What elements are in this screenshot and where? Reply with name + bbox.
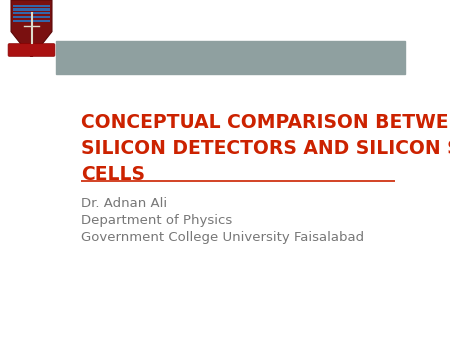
Bar (13, 5, 50, 7)
Polygon shape (11, 0, 52, 57)
Bar (56, 41, 405, 74)
Bar (13, 12, 50, 15)
Bar (13, 20, 50, 22)
Text: Department of Physics: Department of Physics (81, 214, 232, 227)
Text: CONCEPTUAL COMPARISON BETWEEN LHC: CONCEPTUAL COMPARISON BETWEEN LHC (81, 114, 450, 132)
Text: CELLS: CELLS (81, 166, 144, 185)
FancyBboxPatch shape (8, 44, 55, 56)
Text: Government College University Faisalabad: Government College University Faisalabad (81, 231, 364, 244)
Bar (13, 16, 50, 18)
Text: SILICON DETECTORS AND SILICON SOLAR: SILICON DETECTORS AND SILICON SOLAR (81, 140, 450, 159)
Bar (13, 8, 50, 10)
Text: Dr. Adnan Ali: Dr. Adnan Ali (81, 197, 167, 210)
